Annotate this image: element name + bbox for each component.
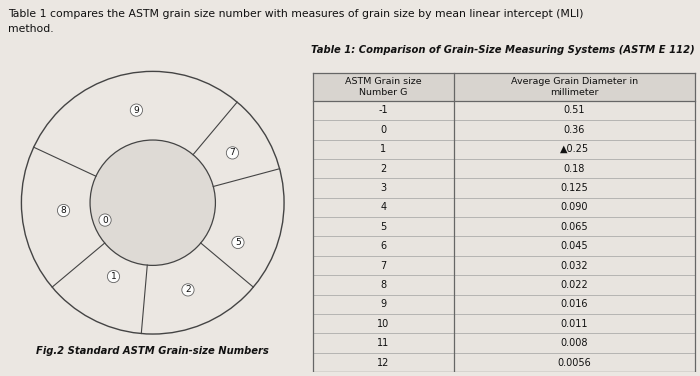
Text: Fig.2 Standard ASTM Grain-size Numbers: Fig.2 Standard ASTM Grain-size Numbers bbox=[36, 346, 270, 356]
Text: 0.045: 0.045 bbox=[561, 241, 588, 251]
Text: 11: 11 bbox=[377, 338, 389, 348]
Text: 4: 4 bbox=[380, 202, 386, 212]
Text: 0.125: 0.125 bbox=[561, 183, 588, 193]
Text: 2: 2 bbox=[185, 285, 191, 294]
Text: 0.0056: 0.0056 bbox=[557, 358, 592, 368]
Text: 5: 5 bbox=[380, 222, 386, 232]
Text: 9: 9 bbox=[380, 299, 386, 309]
Text: 1: 1 bbox=[111, 272, 116, 281]
Text: 0: 0 bbox=[380, 125, 386, 135]
Text: 10: 10 bbox=[377, 319, 389, 329]
Text: 5: 5 bbox=[235, 238, 241, 247]
Text: 6: 6 bbox=[380, 241, 386, 251]
Text: 0.065: 0.065 bbox=[561, 222, 588, 232]
Bar bbox=[313, 73, 694, 101]
Text: 2: 2 bbox=[380, 164, 386, 174]
Text: 0.011: 0.011 bbox=[561, 319, 588, 329]
Text: Average Grain Diameter in
millimeter: Average Grain Diameter in millimeter bbox=[511, 77, 638, 97]
Text: -1: -1 bbox=[379, 105, 389, 115]
Text: 0.18: 0.18 bbox=[564, 164, 585, 174]
Text: 0.008: 0.008 bbox=[561, 338, 588, 348]
Text: 12: 12 bbox=[377, 358, 389, 368]
Text: Table 1: Comparison of Grain-Size Measuring Systems (ASTM E 112): Table 1: Comparison of Grain-Size Measur… bbox=[311, 45, 694, 55]
Text: 8: 8 bbox=[61, 206, 66, 215]
Text: ▲0.25: ▲0.25 bbox=[560, 144, 589, 154]
Text: 0.36: 0.36 bbox=[564, 125, 585, 135]
Text: 0.032: 0.032 bbox=[561, 261, 588, 271]
Text: 0.090: 0.090 bbox=[561, 202, 588, 212]
Text: 9: 9 bbox=[134, 106, 139, 115]
Text: 0.016: 0.016 bbox=[561, 299, 588, 309]
Text: 7: 7 bbox=[230, 149, 235, 158]
Text: 0: 0 bbox=[102, 215, 108, 224]
Circle shape bbox=[90, 140, 216, 265]
Text: 0.51: 0.51 bbox=[564, 105, 585, 115]
Text: 7: 7 bbox=[380, 261, 386, 271]
Text: method.: method. bbox=[8, 24, 54, 35]
Text: Table 1 compares the ASTM grain size number with measures of grain size by mean : Table 1 compares the ASTM grain size num… bbox=[8, 9, 584, 20]
Text: 8: 8 bbox=[380, 280, 386, 290]
Text: 1: 1 bbox=[380, 144, 386, 154]
Text: 3: 3 bbox=[380, 183, 386, 193]
Text: ASTM Grain size
Number G: ASTM Grain size Number G bbox=[345, 77, 421, 97]
Text: 0.022: 0.022 bbox=[561, 280, 588, 290]
